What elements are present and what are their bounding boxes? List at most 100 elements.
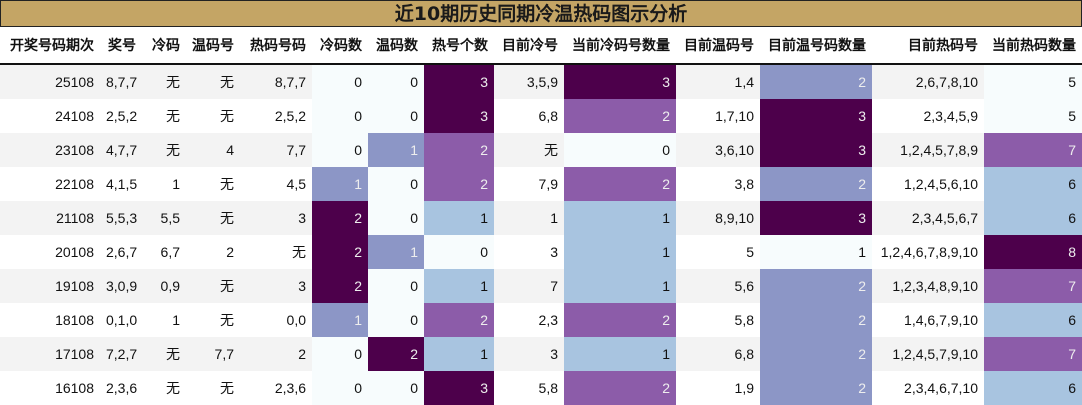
chart-title: 近10期历史同期冷温热码图示分析 bbox=[0, 0, 1082, 27]
cell-current-hot-count: 5 bbox=[984, 99, 1082, 133]
table-row: 22108 4,1,5 1 无 4,5 1 0 2 7,9 2 3,8 2 1,2,4,5,6,10 6 bbox=[0, 167, 1082, 201]
cell-winning-number: 2,5,2 bbox=[100, 99, 142, 133]
cell-hot-count: 0 bbox=[424, 235, 494, 269]
cell-current-cold-count: 2 bbox=[564, 167, 676, 201]
table-row: 18108 0,1,0 1 无 0,0 1 0 2 2,3 2 5,8 2 1,4,6,7,9,10 6 bbox=[0, 303, 1082, 337]
cell-cold-count: 1 bbox=[312, 303, 368, 337]
cell-hot-count: 3 bbox=[424, 64, 494, 99]
cell-hot-count: 3 bbox=[424, 99, 494, 133]
cell-winning-number: 2,3,6 bbox=[100, 371, 142, 405]
cell-current-hot-count: 7 bbox=[984, 269, 1082, 303]
cell-current-warm: 1,7,10 bbox=[676, 99, 760, 133]
cell-winning-number: 4,7,7 bbox=[100, 133, 142, 167]
cell-current-warm-count: 1 bbox=[760, 235, 872, 269]
cell-current-warm-count: 3 bbox=[760, 133, 872, 167]
cell-hot-code: 0,0 bbox=[240, 303, 312, 337]
cell-hot-count: 1 bbox=[424, 337, 494, 371]
cell-warm-code: 无 bbox=[186, 64, 240, 99]
cell-current-warm: 5,8 bbox=[676, 303, 760, 337]
cell-period: 22108 bbox=[0, 167, 100, 201]
table-row: 24108 2,5,2 无无 2,5,2 0 0 3 6,8 2 1,7,10 3 2,3,4,5,9… bbox=[0, 99, 1082, 133]
cell-warm-code: 无 bbox=[186, 201, 240, 235]
cell-cold-code: 5,5 bbox=[142, 201, 186, 235]
cell-current-warm-count: 2 bbox=[760, 371, 872, 405]
cell-current-cold: 2,3 bbox=[494, 303, 564, 337]
cell-hot-code: 无 bbox=[240, 235, 312, 269]
column-header-hot-code: 热码号码 bbox=[240, 27, 312, 65]
column-header-winning-number: 奖号 bbox=[100, 27, 142, 65]
table-row: 19108 3,0,9 0,9 无 3 2 0 1 7 1 5,6 2 1,2,3,4,8,9,10 7 bbox=[0, 269, 1082, 303]
cell-current-hot: 2,6,7,8,10 bbox=[872, 64, 984, 99]
cell-period: 16108 bbox=[0, 371, 100, 405]
cell-cold-count: 0 bbox=[312, 371, 368, 405]
cell-warm-code: 4 bbox=[186, 133, 240, 167]
cell-current-warm-count: 2 bbox=[760, 64, 872, 99]
cell-winning-number: 4,1,5 bbox=[100, 167, 142, 201]
cell-hot-count: 2 bbox=[424, 303, 494, 337]
cell-current-cold-count: 2 bbox=[564, 303, 676, 337]
cell-hot-code: 3 bbox=[240, 201, 312, 235]
cell-cold-count: 0 bbox=[312, 99, 368, 133]
cell-warm-count: 0 bbox=[368, 167, 424, 201]
cell-warm-count: 0 bbox=[368, 371, 424, 405]
cell-current-hot: 2,3,4,6,7,10 bbox=[872, 371, 984, 405]
cell-warm-code: 无 bbox=[186, 99, 240, 133]
cell-cold-code: 无 bbox=[142, 133, 186, 167]
cell-hot-code: 3 bbox=[240, 269, 312, 303]
cell-warm-count: 0 bbox=[368, 64, 424, 99]
cell-warm-count: 1 bbox=[368, 133, 424, 167]
cell-winning-number: 3,0,9 bbox=[100, 269, 142, 303]
cell-current-warm-count: 3 bbox=[760, 201, 872, 235]
cell-current-hot: 2,3,4,5,6,7 bbox=[872, 201, 984, 235]
cell-cold-code: 0,9 bbox=[142, 269, 186, 303]
cell-winning-number: 8,7,7 bbox=[100, 64, 142, 99]
cell-current-warm: 1,9 bbox=[676, 371, 760, 405]
column-header-warm-count: 温码数 bbox=[368, 27, 424, 65]
cell-current-cold-count: 1 bbox=[564, 337, 676, 371]
cell-current-cold: 3 bbox=[494, 235, 564, 269]
cell-current-cold-count: 1 bbox=[564, 269, 676, 303]
cell-current-hot-count: 7 bbox=[984, 337, 1082, 371]
cell-warm-code: 2 bbox=[186, 235, 240, 269]
cold-warm-hot-table: 开奖号码期次 奖号 冷码 温码号 热码号码 冷码数 温码数 热号个数 目前冷号 当前冷码号数量 目前… bbox=[0, 27, 1082, 405]
cell-current-cold: 6,8 bbox=[494, 99, 564, 133]
table-row: 17108 7,2,7 无 7,7 2 0 2 1 3 1 6,8 2 1,2,4,5,7,9,10 7 bbox=[0, 337, 1082, 371]
cell-current-hot-count: 6 bbox=[984, 201, 1082, 235]
cell-warm-count: 0 bbox=[368, 303, 424, 337]
cell-period: 23108 bbox=[0, 133, 100, 167]
cell-current-hot: 2,3,4,5,9 bbox=[872, 99, 984, 133]
cell-hot-code: 2,5,2 bbox=[240, 99, 312, 133]
cell-hot-count: 2 bbox=[424, 133, 494, 167]
cell-period: 18108 bbox=[0, 303, 100, 337]
table-row: 23108 4,7,7 无 4 7,7 0 1 2 无 0 3,6,10 3 1,2,4,5,7,8,9… bbox=[0, 133, 1082, 167]
cell-period: 25108 bbox=[0, 64, 100, 99]
cell-hot-code: 7,7 bbox=[240, 133, 312, 167]
cell-current-warm-count: 2 bbox=[760, 269, 872, 303]
cell-warm-code: 无 bbox=[186, 167, 240, 201]
cell-period: 24108 bbox=[0, 99, 100, 133]
cell-current-warm-count: 3 bbox=[760, 99, 872, 133]
cell-current-warm: 1,4 bbox=[676, 64, 760, 99]
cell-cold-code: 无 bbox=[142, 99, 186, 133]
cell-hot-code: 2,3,6 bbox=[240, 371, 312, 405]
column-header-current-hot-count: 当前热码数量 bbox=[984, 27, 1082, 65]
cell-warm-code: 7,7 bbox=[186, 337, 240, 371]
column-header-current-warm: 目前温码号 bbox=[676, 27, 760, 65]
cell-current-warm: 3,8 bbox=[676, 167, 760, 201]
cell-cold-code: 1 bbox=[142, 167, 186, 201]
cell-hot-code: 2 bbox=[240, 337, 312, 371]
column-header-cold-code: 冷码 bbox=[142, 27, 186, 65]
cell-warm-code: 无 bbox=[186, 269, 240, 303]
cell-warm-count: 0 bbox=[368, 269, 424, 303]
cell-current-warm: 5,6 bbox=[676, 269, 760, 303]
cell-current-cold: 3 bbox=[494, 337, 564, 371]
cell-cold-count: 1 bbox=[312, 167, 368, 201]
cell-current-hot-count: 6 bbox=[984, 303, 1082, 337]
column-header-cold-count: 冷码数 bbox=[312, 27, 368, 65]
column-header-current-hot: 目前热码号 bbox=[872, 27, 984, 65]
cell-current-hot: 1,2,4,5,6,10 bbox=[872, 167, 984, 201]
cell-current-hot: 1,2,4,6,7,8,9,10 bbox=[872, 235, 984, 269]
cell-current-cold: 5,8 bbox=[494, 371, 564, 405]
cell-cold-count: 2 bbox=[312, 269, 368, 303]
cell-winning-number: 2,6,7 bbox=[100, 235, 142, 269]
